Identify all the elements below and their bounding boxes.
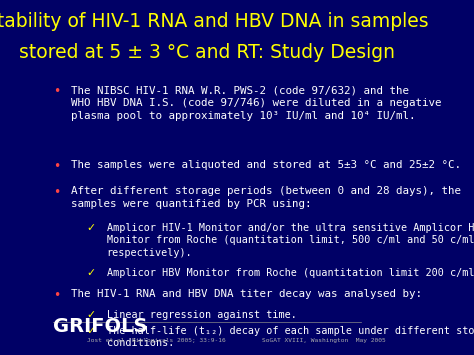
Text: stored at 5 ± 3 °C and RT: Study Design: stored at 5 ± 3 °C and RT: Study Design — [19, 43, 395, 62]
Text: ✓: ✓ — [86, 310, 96, 320]
Text: SoGAT XVIII, Washington  May 2005: SoGAT XVIII, Washington May 2005 — [263, 338, 386, 343]
Text: ✓: ✓ — [86, 326, 96, 336]
Text: The NIBSC HIV-1 RNA W.R. PWS-2 (code 97/632) and the
WHO HBV DNA I.S. (code 97/7: The NIBSC HIV-1 RNA W.R. PWS-2 (code 97/… — [72, 85, 442, 121]
Text: •: • — [53, 186, 60, 200]
Text: The HIV-1 RNA and HBV DNA titer decay was analysed by:: The HIV-1 RNA and HBV DNA titer decay wa… — [72, 289, 422, 299]
Text: Amplicor HBV Monitor from Roche (quantitation limit 200 c/ml).: Amplicor HBV Monitor from Roche (quantit… — [107, 268, 474, 278]
Text: •: • — [53, 160, 60, 173]
Text: Amplicor HIV-1 Monitor and/or the ultra sensitive Amplicor HIV-1
Monitor from Ro: Amplicor HIV-1 Monitor and/or the ultra … — [107, 223, 474, 258]
Text: ✓: ✓ — [86, 223, 96, 233]
Text: The half-life (t₁₂) decay of each sample under different storage
conditions.: The half-life (t₁₂) decay of each sample… — [107, 326, 474, 348]
Text: •: • — [53, 85, 60, 98]
Text: Linear regression against time.: Linear regression against time. — [107, 310, 296, 320]
Text: ✓: ✓ — [86, 268, 96, 278]
Text: GRIFOLS: GRIFOLS — [53, 317, 147, 337]
Text: The samples were aliquoted and stored at 5±3 °C and 25±2 °C.: The samples were aliquoted and stored at… — [72, 160, 461, 170]
Text: Jost et al. Biologicals 2005; 33:9-16: Jost et al. Biologicals 2005; 33:9-16 — [87, 338, 226, 343]
Text: After different storage periods (between 0 and 28 days), the
samples were quanti: After different storage periods (between… — [72, 186, 461, 209]
Text: Stability of HIV-1 RNA and HBV DNA in samples: Stability of HIV-1 RNA and HBV DNA in sa… — [0, 12, 429, 31]
Text: •: • — [53, 289, 60, 302]
